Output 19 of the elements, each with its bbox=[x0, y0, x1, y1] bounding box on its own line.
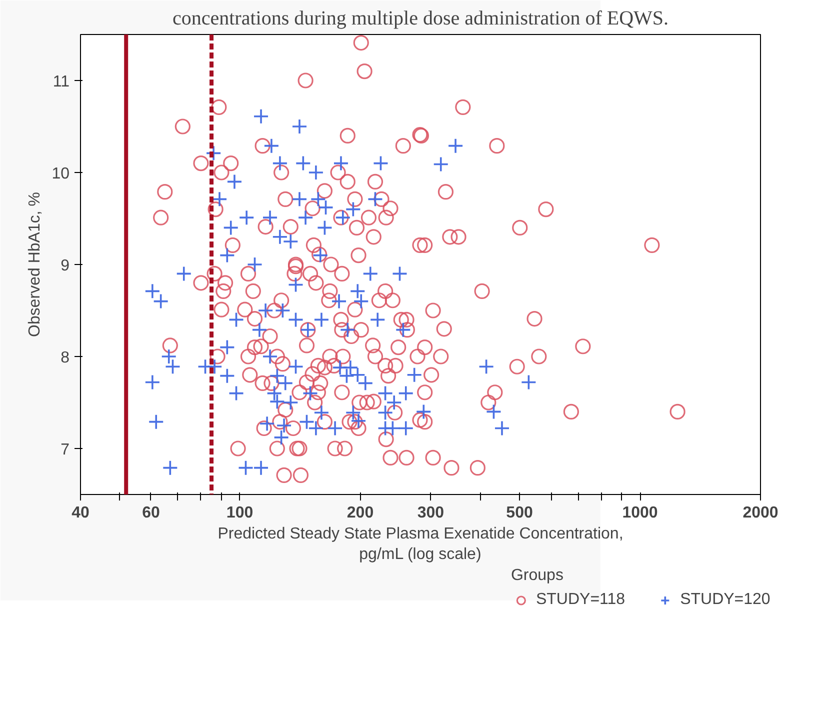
x-tick-label: 1000 bbox=[622, 504, 658, 522]
legend-label: STUDY=120 bbox=[680, 591, 770, 609]
x-tick-label: 40 bbox=[72, 504, 90, 522]
x-tick-label: 60 bbox=[142, 504, 160, 522]
legend-label: STUDY=118 bbox=[536, 591, 626, 609]
y-tick-label: 11 bbox=[52, 74, 70, 90]
x-tick-label: 300 bbox=[417, 504, 444, 522]
x-axis-title: Predicted Steady State Plasma Exenatide Concentration, pg/mL (log scale) bbox=[218, 526, 624, 563]
y-tick-label: 10 bbox=[52, 166, 70, 182]
y-tick-label: 9 bbox=[60, 258, 70, 274]
legend-title: Groups bbox=[510, 567, 564, 585]
y-axis-title: Observed HbA1c, % bbox=[26, 192, 44, 337]
chart-title: concentrations during multiple dose administration of EQWS. bbox=[172, 8, 669, 30]
y-tick-label: 8 bbox=[60, 350, 70, 366]
x-tick-label: 2000 bbox=[742, 504, 778, 522]
y-tick-label: 7 bbox=[60, 442, 70, 458]
x-tick-label: 500 bbox=[506, 504, 533, 522]
x-tick-label: 100 bbox=[226, 504, 254, 522]
x-tick-label: 200 bbox=[346, 504, 374, 522]
